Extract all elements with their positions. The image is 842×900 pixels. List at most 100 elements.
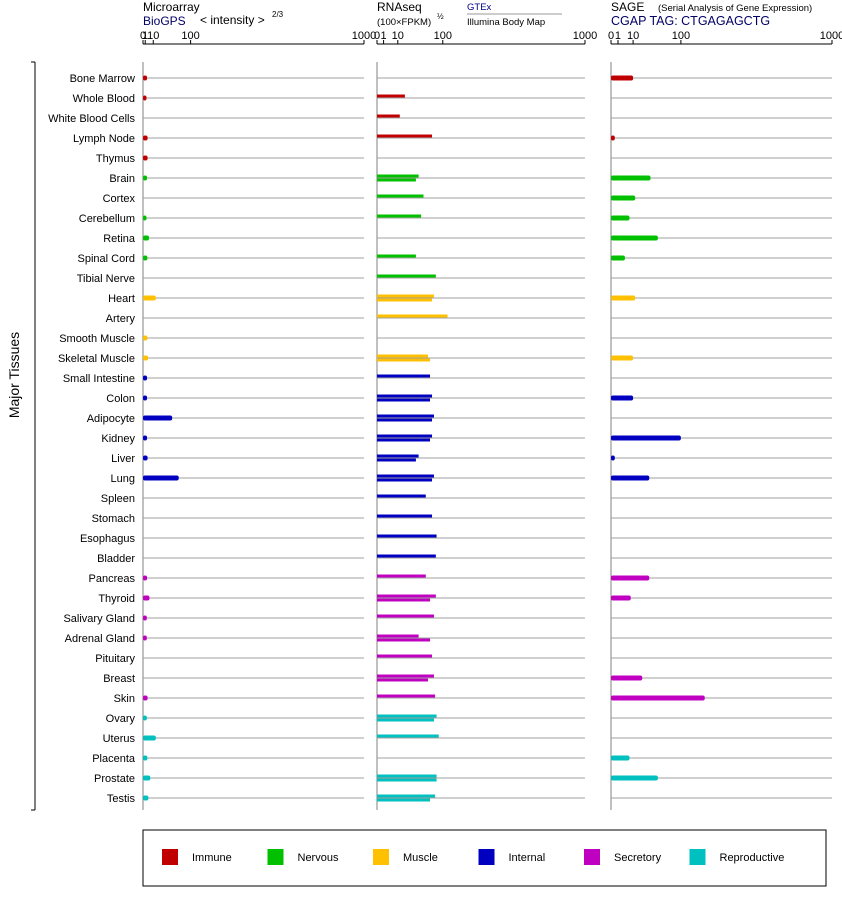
bar-rnaseq-thyroid [377,598,431,602]
bar-sage-skeletal-muscle [611,355,634,361]
bar-rnaseq-adrenal-gland [377,634,419,638]
bar-rnaseq-lung [377,478,433,482]
bar-rnaseq-liver [377,454,419,458]
legend-label-secretory: Secretory [614,852,662,864]
bar-microarray-small-intestine [143,375,148,381]
bar-rnaseq-prostate [377,778,437,782]
tissue-label: Small Intestine [63,373,135,385]
rnaseq-header: RNAseq (100×FPKM) ½ GTEx Illumina Body M… [377,0,562,28]
bar-microarray-retina [143,235,150,241]
tissue-label: Uterus [103,733,136,745]
legend-items: Immune Nervous Muscle Internal Secretory Repr… [162,849,784,865]
bar-rnaseq-artery [377,314,448,318]
sage-title: SAGE [611,0,644,14]
rnaseq-unit-exponent: ½ [437,12,444,21]
bar-microarray-adrenal-gland [143,635,147,641]
legend: Immune Nervous Muscle Internal Secretory Repr… [142,829,827,887]
bar-sage-breast [611,675,643,681]
bar-rnaseq-testis [377,794,436,798]
bar-rnaseq-stomach [377,514,433,518]
bar-rnaseq-liver [377,458,416,462]
tissue-label: Skeletal Muscle [58,353,135,365]
y-axis-label: Major Tissues [6,332,22,418]
bar-microarray-liver [143,455,148,461]
bar-microarray-skin [143,695,148,701]
tissue-label: Brain [109,173,135,185]
bar-rnaseq-lung [377,474,434,478]
bar-rnaseq-tibial-nerve [377,274,436,278]
bar-rnaseq-adipocyte [377,418,433,422]
x-tick-label: 100 [672,30,690,42]
tissue-label: Spinal Cord [78,253,135,265]
x-tick-label: 1 [381,30,387,42]
bar-microarray-cerebellum [143,215,147,221]
bar-sage-placenta [611,755,630,761]
bar-sage-liver [611,455,615,461]
bar-microarray-colon [143,395,148,401]
sage-panel: 0 1 10 100 1000 [608,30,842,810]
tissue-label: Pituitary [95,653,135,665]
rnaseq-legend-bottom: Illumina Body Map [467,17,545,28]
bar-rnaseq-esophagus [377,534,437,538]
legend-swatch-immune [162,849,178,865]
bar-rnaseq-breast [377,678,428,682]
x-tick-label: 10 [627,30,639,42]
rnaseq-unit-label: (100×FPKM) [377,17,431,28]
legend-label-nervous: Nervous [298,852,339,864]
tissue-label: Lung [111,473,135,485]
legend-box [142,829,827,887]
bar-microarray-whole-blood [143,95,147,101]
bar-microarray-placenta [143,755,148,761]
tissue-label: Stomach [92,513,135,525]
x-tick-label: 1000 [820,30,842,42]
tissue-label: Liver [111,453,135,465]
tissue-label: Bone Marrow [70,73,135,85]
bar-rnaseq-whole-blood [377,94,405,98]
bar-rnaseq-prostate [377,774,437,778]
bar-sage-heart [611,295,636,301]
microarray-subtitle: BioGPS [143,14,186,28]
tissue-label: Skin [114,693,135,705]
bar-rnaseq-skin [377,694,436,698]
tissue-label: Whole Blood [73,93,135,105]
bar-rnaseq-small-intestine [377,374,431,378]
bar-rnaseq-uterus [377,734,439,738]
tissue-label: Adipocyte [87,413,135,425]
tissue-label: Smooth Muscle [59,333,135,345]
bar-rnaseq-ovary [377,718,434,722]
bar-rnaseq-brain [377,174,419,178]
x-tick-label: 0 [140,30,146,42]
bar-rnaseq-cerebellum [377,214,422,218]
bar-microarray-smooth-muscle [143,335,148,341]
tissue-label: Pancreas [89,573,136,585]
tissue-label: Breast [103,673,135,685]
bar-rnaseq-skeletal-muscle [377,358,431,362]
x-tick-label: 1 [142,30,148,42]
x-tick-label: 100 [434,30,452,42]
bar-microarray-thyroid [143,595,150,601]
sage-header: SAGE (Serial Analysis of Gene Expression… [611,0,812,28]
x-tick-label: 100 [181,30,199,42]
rnaseq-title: RNAseq [377,0,422,14]
x-tick-label: 1 [615,30,621,42]
bar-microarray-testis [143,795,149,801]
bar-rnaseq-heart [377,298,433,302]
bar-rnaseq-pituitary [377,654,433,658]
x-tick-label: 1000 [573,30,597,42]
bar-rnaseq-white-blood-cells [377,114,400,118]
bar-rnaseq-cortex [377,194,424,198]
bar-microarray-heart [143,295,156,301]
legend-label-reproductive: Reproductive [720,852,785,864]
bar-sage-spinal-cord [611,255,625,261]
microarray-unit-label: < intensity > [200,13,265,27]
bar-microarray-brain [143,175,148,181]
x-tick-label: 0 [608,30,614,42]
legend-label-immune: Immune [192,852,232,864]
bar-sage-thyroid [611,595,631,601]
bar-microarray-uterus [143,735,156,741]
bar-microarray-bone-marrow [143,75,148,81]
legend-label-muscle: Muscle [403,852,438,864]
bar-sage-kidney [611,435,681,441]
tissue-label: Testis [107,793,136,805]
